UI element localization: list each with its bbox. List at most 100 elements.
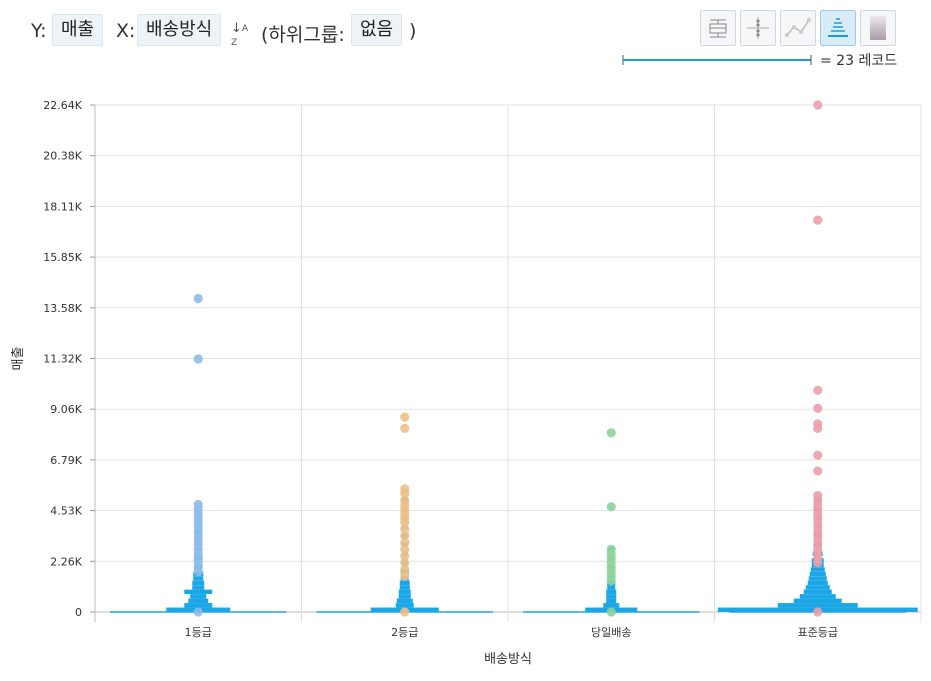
data-point <box>813 423 823 433</box>
chart-toolbar: Y: 매출 X: 배송방식 ↓A Z (하위그룹: 없음 ) <box>0 0 931 90</box>
legend-scale-bar <box>622 55 812 65</box>
tick-layer: 0 2.26K 4.53K 6.79K 9.06K 11.32K 13.58K 15.85K 1… <box>43 99 838 639</box>
data-point <box>813 558 823 568</box>
sort-az-icon[interactable]: ↓A Z <box>231 21 249 49</box>
gradient-view-button[interactable] <box>860 10 896 46</box>
histogram-bin <box>395 603 414 608</box>
data-point <box>193 354 203 364</box>
dot-strip-icon <box>747 17 769 39</box>
data-point <box>400 488 410 498</box>
y-tick-label: 22.64K <box>43 99 82 112</box>
histogram-bin <box>399 585 410 590</box>
y-tick-label: 4.53K <box>50 505 82 518</box>
y-tick-label: 20.38K <box>43 150 82 163</box>
histogram-bin <box>803 589 832 595</box>
histogram-bin <box>793 598 842 604</box>
violin-histogram-icon <box>828 18 848 37</box>
data-point <box>606 428 616 438</box>
data-point <box>606 576 616 586</box>
y-tick-label: 15.85K <box>43 251 82 264</box>
data-point <box>400 524 410 534</box>
y-tick-label: 6.79K <box>50 454 82 467</box>
subgroup-selector[interactable]: 없음 <box>351 14 403 46</box>
histogram-bin <box>603 603 620 608</box>
histogram-bin <box>184 589 213 595</box>
subgroup-close-paren: ) <box>409 20 417 42</box>
histogram-bin <box>188 598 209 604</box>
histogram-scatter-chart: 0 2.26K 4.53K 6.79K 9.06K 11.32K 13.58K 15.85K 1… <box>11 99 922 667</box>
data-point <box>813 450 823 460</box>
x-axis-label: X: <box>116 20 136 42</box>
data-point <box>400 544 410 554</box>
histogram-bin <box>398 589 411 595</box>
histogram-bin <box>190 594 207 599</box>
data-point <box>400 531 410 541</box>
histogram-bin <box>184 603 213 608</box>
histogram-bin <box>808 576 827 581</box>
histogram-bin <box>607 585 616 590</box>
histogram-bin <box>606 594 617 599</box>
histogram-bin <box>396 598 413 604</box>
data-point <box>193 293 203 304</box>
data-point <box>400 571 410 581</box>
histogram-bin <box>398 594 411 599</box>
y-tick-label: 18.11K <box>43 200 82 213</box>
histogram-bin <box>399 580 410 586</box>
histogram-bin <box>606 589 617 595</box>
line-icon <box>785 18 811 37</box>
x-tick-label: 당일배송 <box>591 625 631 639</box>
data-point <box>400 551 410 561</box>
data-point <box>193 607 203 617</box>
data-point <box>400 558 410 568</box>
histogram-bin <box>810 567 825 572</box>
data-point <box>813 403 823 413</box>
data-point <box>400 537 410 548</box>
data-point <box>193 567 203 577</box>
grid-layer <box>94 104 922 622</box>
boxplot-icon <box>709 19 727 38</box>
data-point <box>813 100 823 110</box>
legend-record-count: = 23 레코드 <box>820 53 898 69</box>
y-tick-label: 0 <box>75 606 82 619</box>
point-layer <box>193 100 823 617</box>
y-tick-label: 11.32K <box>43 353 82 366</box>
histogram-bin <box>809 571 826 577</box>
x-tick-label: 2등급 <box>391 626 418 639</box>
data-point <box>813 385 823 395</box>
line-view-button[interactable] <box>780 10 816 46</box>
x-tick-label: 표준등급 <box>798 626 838 639</box>
y-axis-label: Y: <box>31 20 47 42</box>
y-field-selector[interactable]: 매출 <box>52 14 104 46</box>
data-point <box>813 466 823 476</box>
histogram-bin <box>777 603 858 608</box>
histogram-bin <box>192 580 205 586</box>
y-axis-title: 매출 <box>11 347 26 371</box>
dot-strip-view-button[interactable] <box>740 10 776 46</box>
subgroup-label: (하위그룹: <box>261 24 345 46</box>
data-point <box>400 412 410 422</box>
histogram-bin <box>807 580 828 586</box>
gradient-icon <box>870 16 886 40</box>
violin-histogram-view-button[interactable] <box>820 10 856 46</box>
data-point <box>400 423 410 433</box>
histogram-bin <box>193 576 204 581</box>
histogram-bin <box>799 594 836 599</box>
x-field-selector[interactable]: 배송방식 <box>137 14 222 46</box>
histogram-bin <box>192 585 205 590</box>
y-tick-label: 9.06K <box>50 403 82 416</box>
data-point <box>813 607 823 617</box>
x-tick-label: 1등급 <box>185 626 212 639</box>
x-axis-title: 배송방식 <box>484 652 532 667</box>
histogram-layer <box>110 488 918 613</box>
boxplot-view-button[interactable] <box>700 10 736 46</box>
y-tick-label: 13.58K <box>43 302 82 315</box>
data-point <box>606 607 616 617</box>
data-point <box>400 517 410 528</box>
data-point <box>813 215 823 225</box>
y-tick-label: 2.26K <box>50 555 82 568</box>
data-point <box>400 607 410 617</box>
histogram-bin <box>805 585 830 590</box>
data-point <box>606 502 616 512</box>
data-point <box>400 564 410 575</box>
histogram-bin <box>606 598 617 604</box>
